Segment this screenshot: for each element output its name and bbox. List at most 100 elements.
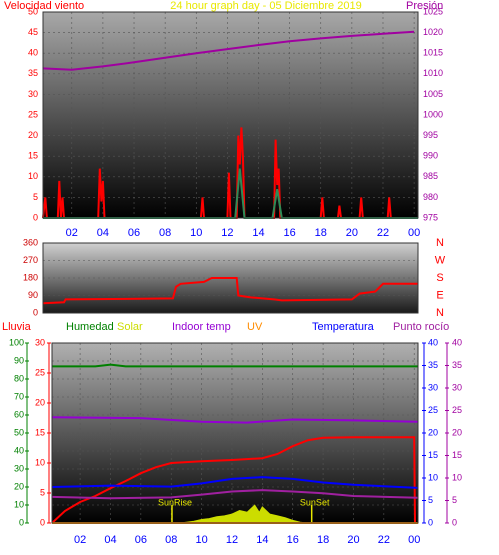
y-tick-label: 0 — [40, 517, 45, 527]
y-tick-label: 10 — [28, 171, 38, 181]
series-line — [51, 416, 419, 424]
y-tick-label: 20 — [452, 427, 462, 437]
x-tick-label: 02 — [74, 534, 86, 546]
y-tick-label: 45 — [28, 27, 38, 37]
y-tick-label: 50 — [28, 6, 38, 16]
series-line — [42, 277, 418, 305]
y-tick-label: 1020 — [423, 27, 443, 37]
y-tick-label: 5 — [40, 487, 45, 497]
y-tick-label: 100 — [9, 337, 24, 347]
y-tick-label: 15 — [28, 151, 38, 161]
x-tick-label: 14 — [256, 534, 268, 546]
y-tick-label: 40 — [28, 48, 38, 58]
y-tick-label: 20 — [35, 397, 45, 407]
x-tick-label: 10 — [195, 534, 207, 546]
y-tick-label: 5 — [33, 192, 38, 202]
series-line — [51, 436, 416, 524]
series-line — [42, 127, 418, 219]
y-tick-label: 80 — [14, 373, 24, 383]
x-tick-label: 08 — [159, 227, 171, 239]
sun-label: SunRise — [158, 497, 192, 507]
y-tick-label: 60 — [14, 409, 24, 419]
plot-frame — [51, 342, 419, 524]
y-tick-label: 5 — [428, 495, 433, 505]
x-tick-label: 16 — [287, 534, 299, 546]
y-tick-label: 0 — [33, 307, 38, 317]
series-line — [51, 489, 419, 500]
x-tick-label: 06 — [128, 227, 140, 239]
y-tick-label: 30 — [35, 337, 45, 347]
legend-entry: Indoor temp — [172, 321, 231, 333]
y-tick-label: 25 — [28, 109, 38, 119]
y-tick-label: 5 — [452, 495, 457, 505]
y-tick-label: 25 — [35, 367, 45, 377]
y-tick-label: W — [435, 254, 446, 266]
x-tick-label: 12 — [221, 227, 233, 239]
legend-entry: Punto rocío — [393, 321, 449, 333]
legend-entry: Temperatura — [312, 321, 375, 333]
x-tick-label: 08 — [165, 534, 177, 546]
y-tick-label: 1010 — [423, 68, 443, 78]
y-tick-label: 15 — [452, 450, 462, 460]
y-tick-label: 0 — [19, 517, 24, 527]
x-tick-label: 22 — [377, 227, 389, 239]
y-tick-label: 35 — [28, 68, 38, 78]
wind-axis-title: Velocidad viento — [4, 0, 84, 12]
series-line — [42, 30, 415, 71]
y-tick-label: 0 — [428, 517, 433, 527]
y-tick-label: N — [436, 237, 444, 249]
legend-entry: UV — [247, 321, 263, 333]
x-tick-label: 20 — [346, 227, 358, 239]
chart-title: 24 hour graph day - 05 Diciembre 2019 — [170, 0, 361, 12]
x-tick-label: 18 — [317, 534, 329, 546]
y-tick-label: 35 — [452, 360, 462, 370]
y-tick-label: 0 — [452, 517, 457, 527]
y-tick-label: 30 — [14, 463, 24, 473]
x-tick-label: 02 — [66, 227, 78, 239]
x-tick-label: 00 — [408, 534, 420, 546]
y-tick-label: 180 — [23, 272, 38, 282]
y-tick-label: 30 — [28, 89, 38, 99]
y-tick-label: 1015 — [423, 48, 443, 58]
y-tick-label: 0 — [33, 212, 38, 222]
x-tick-label: 00 — [408, 227, 420, 239]
y-tick-label: 20 — [428, 427, 438, 437]
series-line — [51, 476, 419, 489]
y-tick-label: 20 — [14, 481, 24, 491]
y-tick-label: 40 — [452, 337, 462, 347]
y-tick-label: 990 — [423, 151, 438, 161]
y-tick-label: E — [436, 289, 443, 301]
y-tick-label: 10 — [428, 472, 438, 482]
y-tick-label: 270 — [23, 255, 38, 265]
y-tick-label: 70 — [14, 391, 24, 401]
y-tick-label: S — [436, 272, 443, 284]
x-tick-label: 04 — [97, 227, 109, 239]
legend-entry: Solar — [117, 321, 143, 333]
x-tick-label: 20 — [347, 534, 359, 546]
plot-frame — [42, 11, 419, 219]
y-tick-label: 985 — [423, 171, 438, 181]
y-tick-label: 1005 — [423, 89, 443, 99]
y-tick-label: 50 — [14, 427, 24, 437]
y-tick-label: 1025 — [423, 6, 443, 16]
x-tick-label: 06 — [135, 534, 147, 546]
x-tick-label: 14 — [252, 227, 264, 239]
y-tick-label: N — [436, 307, 444, 319]
y-tick-label: 15 — [428, 450, 438, 460]
x-tick-label: 04 — [104, 534, 116, 546]
y-tick-label: 10 — [452, 472, 462, 482]
y-tick-label: 25 — [452, 405, 462, 415]
x-tick-label: 18 — [315, 227, 327, 239]
plot-frame — [42, 242, 419, 314]
y-tick-label: 10 — [14, 499, 24, 509]
x-tick-label: 10 — [190, 227, 202, 239]
plot-background — [43, 12, 418, 218]
y-tick-label: 35 — [428, 360, 438, 370]
y-tick-label: 30 — [428, 382, 438, 392]
legend-entry: Humedad — [66, 321, 114, 333]
solar-area — [178, 504, 308, 524]
y-tick-label: 90 — [28, 290, 38, 300]
legend-entry: Lluvia — [2, 321, 32, 333]
y-tick-label: 30 — [452, 382, 462, 392]
